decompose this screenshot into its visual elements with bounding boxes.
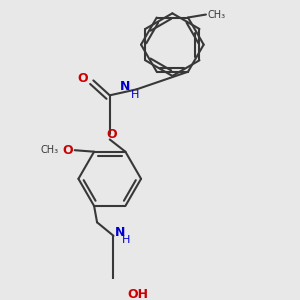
Text: N: N bbox=[115, 226, 125, 239]
Text: O: O bbox=[77, 72, 88, 86]
Text: H: H bbox=[131, 90, 139, 100]
Text: O: O bbox=[106, 128, 116, 141]
Text: N: N bbox=[120, 80, 130, 94]
Text: CH₃: CH₃ bbox=[40, 145, 58, 155]
Text: H: H bbox=[122, 235, 130, 245]
Text: OH: OH bbox=[127, 288, 148, 300]
Text: CH₃: CH₃ bbox=[207, 10, 226, 20]
Text: O: O bbox=[63, 144, 73, 157]
